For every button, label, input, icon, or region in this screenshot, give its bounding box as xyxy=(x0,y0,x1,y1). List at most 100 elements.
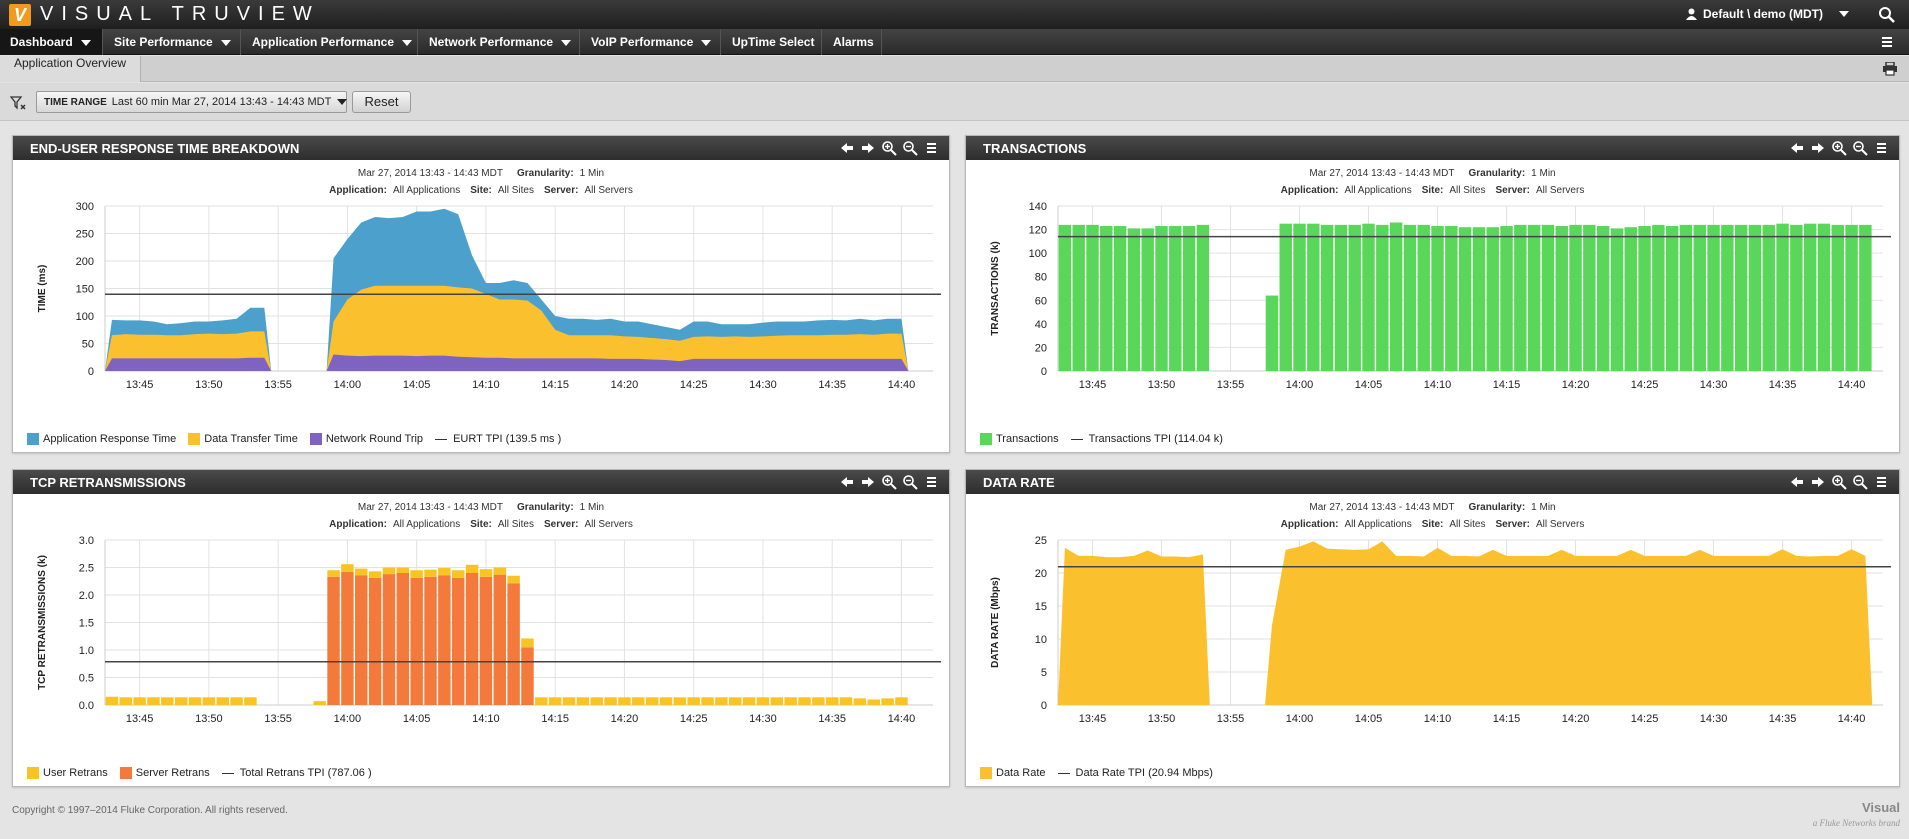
menu-icon[interactable] xyxy=(1873,140,1889,156)
bar-transactions[interactable] xyxy=(1652,224,1665,371)
legend-item[interactable]: Application Response Time xyxy=(27,433,176,445)
bar-user-retrans[interactable] xyxy=(438,568,451,576)
bar-transactions[interactable] xyxy=(1665,226,1679,371)
bar-user-retrans[interactable] xyxy=(147,697,160,705)
bar-transactions[interactable] xyxy=(1320,224,1334,371)
bar-transactions[interactable] xyxy=(1776,223,1789,371)
zoom-out-icon[interactable] xyxy=(1852,140,1868,156)
bar-server-retrans[interactable] xyxy=(493,574,506,705)
bar-user-retrans[interactable] xyxy=(133,697,146,705)
bar-server-retrans[interactable] xyxy=(438,575,451,705)
bar-user-retrans[interactable] xyxy=(604,697,617,705)
bar-transactions[interactable] xyxy=(1169,226,1182,371)
bar-transactions[interactable] xyxy=(1141,228,1154,371)
bar-transactions[interactable] xyxy=(1472,227,1486,371)
nav-uptime-select[interactable]: UpTime Select xyxy=(722,29,822,55)
bar-user-retrans[interactable] xyxy=(784,697,797,705)
bar-transactions[interactable] xyxy=(1790,224,1803,371)
bar-user-retrans[interactable] xyxy=(812,697,825,705)
zoom-out-icon[interactable] xyxy=(1852,474,1868,490)
bar-user-retrans[interactable] xyxy=(521,638,534,648)
bar-user-retrans[interactable] xyxy=(507,575,520,584)
bar-transactions[interactable] xyxy=(1072,224,1085,371)
bar-transactions[interactable] xyxy=(1596,226,1610,371)
bar-transactions[interactable] xyxy=(1486,227,1499,371)
bar-transactions[interactable] xyxy=(1362,223,1375,371)
bar-transactions[interactable] xyxy=(1500,226,1513,371)
bar-user-retrans[interactable] xyxy=(244,697,257,705)
bar-user-retrans[interactable] xyxy=(756,697,770,705)
bar-transactions[interactable] xyxy=(1458,227,1472,371)
nav-alarms[interactable]: Alarms xyxy=(823,29,882,55)
bar-transactions[interactable] xyxy=(1307,223,1320,371)
bar-transactions[interactable] xyxy=(1334,224,1348,371)
bar-server-retrans[interactable] xyxy=(341,571,354,705)
nav-dashboard[interactable]: Dashboard xyxy=(0,29,103,55)
bar-user-retrans[interactable] xyxy=(798,697,811,705)
zoom-out-icon[interactable] xyxy=(902,474,918,490)
bar-server-retrans[interactable] xyxy=(465,573,479,705)
bar-user-retrans[interactable] xyxy=(410,570,423,578)
bar-transactions[interactable] xyxy=(1279,223,1292,371)
bar-transactions[interactable] xyxy=(1417,224,1430,371)
arrow-right-icon[interactable] xyxy=(860,474,876,490)
zoom-out-icon[interactable] xyxy=(902,140,918,156)
bar-transactions[interactable] xyxy=(1610,228,1624,371)
bar-user-retrans[interactable] xyxy=(368,571,382,578)
bar-transactions[interactable] xyxy=(1293,223,1306,371)
legend-item[interactable]: User Retrans xyxy=(27,767,108,779)
bar-transactions[interactable] xyxy=(1127,228,1141,371)
bar-transactions[interactable] xyxy=(1403,224,1417,371)
bar-transactions[interactable] xyxy=(1555,226,1568,371)
bar-transactions[interactable] xyxy=(1817,223,1831,371)
area-series-data-rate[interactable] xyxy=(1058,547,1210,705)
bar-user-retrans[interactable] xyxy=(895,697,908,705)
bar-user-retrans[interactable] xyxy=(590,697,603,705)
legend-item[interactable]: Data Rate TPI (20.94 Mbps) xyxy=(1057,767,1213,779)
legend-item[interactable]: Network Round Trip xyxy=(309,433,423,445)
bar-user-retrans[interactable] xyxy=(687,697,700,705)
bar-transactions[interactable] xyxy=(1845,224,1858,371)
bar-server-retrans[interactable] xyxy=(368,577,382,705)
zoom-in-icon[interactable] xyxy=(881,140,897,156)
bar-user-retrans[interactable] xyxy=(355,568,368,576)
time-range-select[interactable]: TIME RANGE Last 60 min Mar 27, 2014 13:43… xyxy=(36,91,348,113)
bar-user-retrans[interactable] xyxy=(465,564,479,573)
bar-transactions[interactable] xyxy=(1831,224,1844,371)
bar-user-retrans[interactable] xyxy=(479,569,493,577)
bar-user-retrans[interactable] xyxy=(729,697,742,705)
bar-transactions[interactable] xyxy=(1182,226,1196,371)
breadcrumb[interactable]: Application Overview xyxy=(0,56,142,82)
bar-user-retrans[interactable] xyxy=(230,697,243,705)
bar-transactions[interactable] xyxy=(1265,295,1279,371)
print-icon[interactable] xyxy=(1882,62,1898,76)
nav-network-performance[interactable]: Network Performance xyxy=(419,29,580,55)
bar-transactions[interactable] xyxy=(1514,224,1527,371)
bar-transactions[interactable] xyxy=(1058,224,1072,371)
bar-user-retrans[interactable] xyxy=(839,697,853,705)
bar-user-retrans[interactable] xyxy=(382,567,396,575)
arrow-right-icon[interactable] xyxy=(860,140,876,156)
bar-transactions[interactable] xyxy=(1583,224,1596,371)
bar-transactions[interactable] xyxy=(1113,226,1127,371)
bar-user-retrans[interactable] xyxy=(188,697,202,705)
bar-transactions[interactable] xyxy=(1638,226,1651,371)
bar-user-retrans[interactable] xyxy=(424,569,437,577)
legend-item[interactable]: Transactions TPI (114.04 k) xyxy=(1070,433,1223,445)
bar-user-retrans[interactable] xyxy=(645,697,659,705)
bar-transactions[interactable] xyxy=(1155,226,1168,371)
nav-voip-performance[interactable]: VoIP Performance xyxy=(581,29,721,55)
bar-user-retrans[interactable] xyxy=(216,697,229,705)
bar-transactions[interactable] xyxy=(1859,224,1872,371)
bar-user-retrans[interactable] xyxy=(535,697,548,705)
bar-user-retrans[interactable] xyxy=(867,699,880,706)
legend-item[interactable]: Total Retrans TPI (787.06 ) xyxy=(221,767,372,779)
bar-user-retrans[interactable] xyxy=(853,698,867,705)
bar-transactions[interactable] xyxy=(1803,223,1817,371)
bar-server-retrans[interactable] xyxy=(507,583,520,705)
arrow-right-icon[interactable] xyxy=(1810,474,1826,490)
menu-icon[interactable] xyxy=(923,474,939,490)
bar-user-retrans[interactable] xyxy=(770,697,784,705)
bar-user-retrans[interactable] xyxy=(673,697,687,705)
bar-user-retrans[interactable] xyxy=(881,698,894,705)
